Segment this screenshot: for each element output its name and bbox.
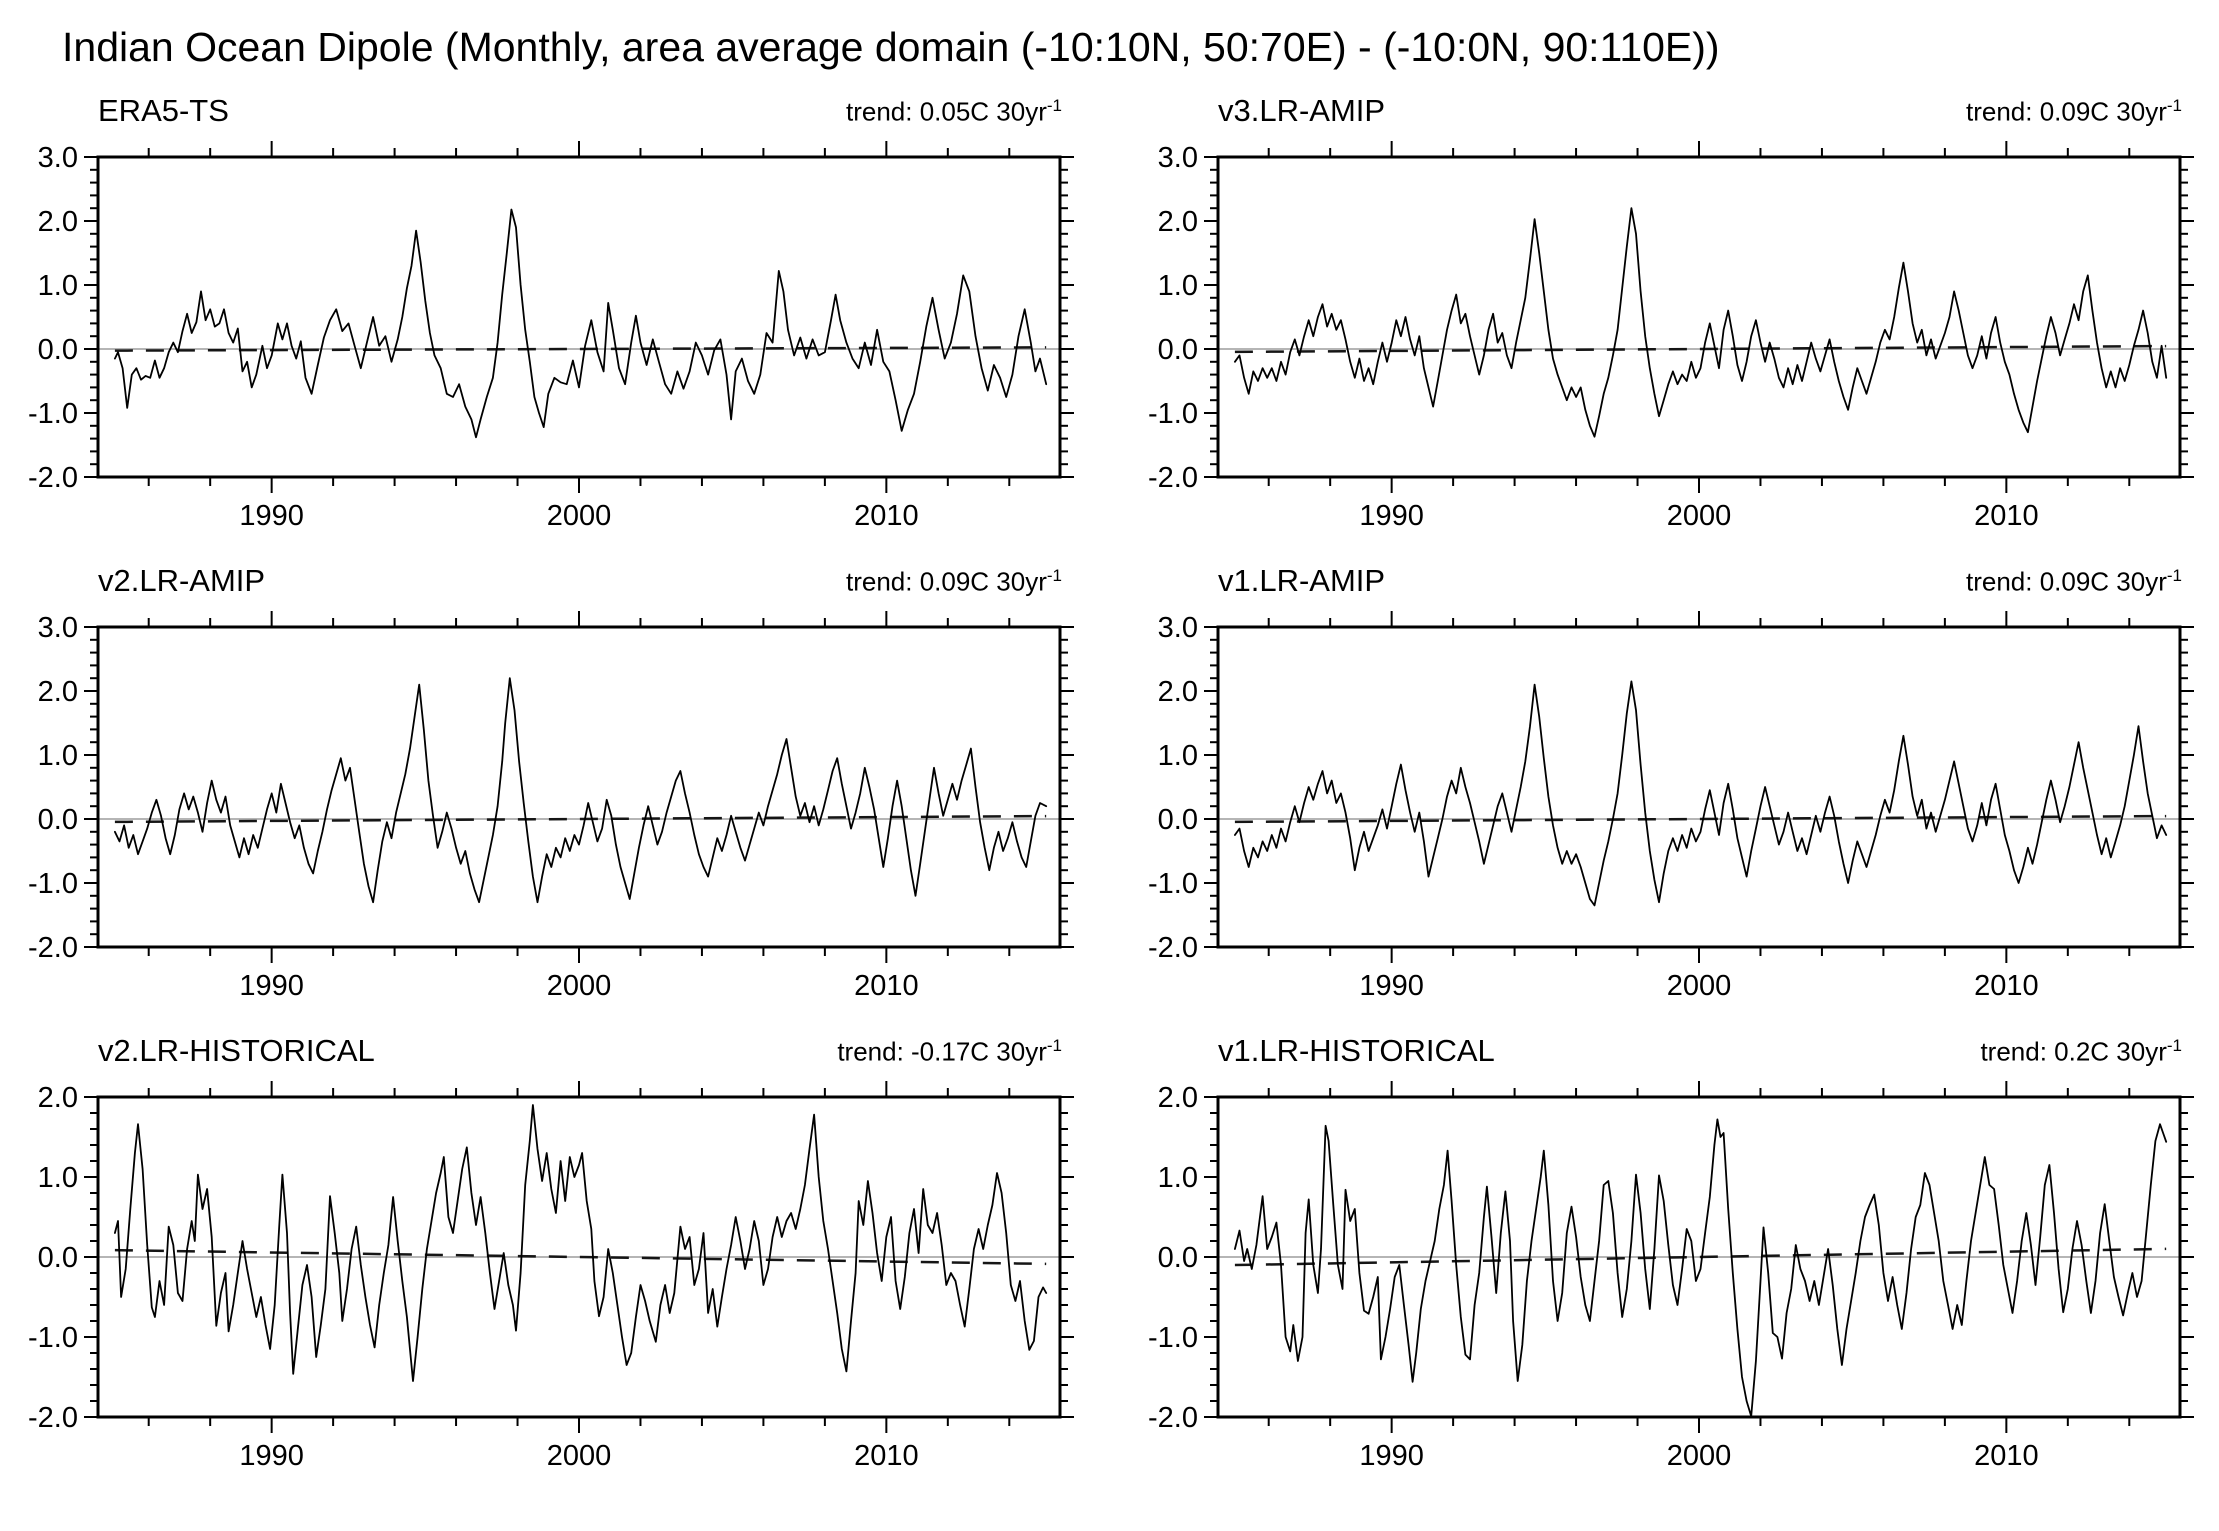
panel-header: v2.LR-AMIP trend: 0.09C 30yr-1	[18, 563, 1080, 607]
trend-text: trend: 0.05C 30yr	[845, 97, 1047, 127]
svg-text:1990: 1990	[239, 970, 304, 999]
svg-text:0.0: 0.0	[38, 334, 78, 366]
plot-area: 1990 2000 2010 2.0 1.0 0.0 -1.0 -2.0	[1148, 1081, 2194, 1469]
trend-label: trend: 0.09C 30yr-1	[846, 566, 1062, 598]
trend-label: trend: 0.05C 30yr-1	[846, 96, 1062, 128]
svg-text:2.0: 2.0	[1158, 1082, 1198, 1114]
svg-text:-1.0: -1.0	[1148, 398, 1198, 430]
svg-text:2.0: 2.0	[38, 676, 78, 708]
svg-text:-1.0: -1.0	[28, 1322, 78, 1354]
trend-exponent: -1	[1046, 96, 1062, 116]
panel-era5-ts: ERA5-TS trend: 0.05C 30yr-1 1990 2000 2010…	[18, 93, 1080, 529]
svg-text:-2.0: -2.0	[1148, 462, 1198, 494]
svg-text:0.0: 0.0	[1158, 1242, 1198, 1274]
panel-v2-lr-historical: v2.LR-HISTORICAL trend: -0.17C 30yr-1 19…	[18, 1033, 1080, 1469]
trend-text: trend: 0.2C 30yr	[1980, 1037, 2167, 1067]
trend-label: trend: -0.17C 30yr-1	[837, 1036, 1062, 1068]
svg-text:1.0: 1.0	[1158, 270, 1198, 302]
svg-text:1.0: 1.0	[38, 1162, 78, 1194]
panel-header: v1.LR-AMIP trend: 0.09C 30yr-1	[1138, 563, 2200, 607]
svg-text:-2.0: -2.0	[28, 1402, 78, 1434]
svg-text:2010: 2010	[854, 500, 919, 529]
panel-title: ERA5-TS	[98, 93, 229, 128]
svg-text:2000: 2000	[547, 970, 612, 999]
svg-text:2010: 2010	[1974, 970, 2039, 999]
svg-text:1990: 1990	[1359, 500, 1424, 529]
plot-area: 1990 2000 2010 3.0 2.0 1.0 0.0 -1.0 -2.0	[28, 611, 1074, 999]
trend-exponent: -1	[2166, 96, 2182, 116]
svg-text:2000: 2000	[1667, 500, 1732, 529]
trend-text: trend: 0.09C 30yr	[845, 567, 1047, 597]
trend-exponent: -1	[2166, 566, 2182, 586]
panel-v2-lr-amip: v2.LR-AMIP trend: 0.09C 30yr-1 1990 2000 2…	[18, 563, 1080, 999]
panel-title: v1.LR-AMIP	[1218, 563, 1386, 598]
trend-label: trend: 0.09C 30yr-1	[1966, 96, 2182, 128]
trend-exponent: -1	[1046, 1036, 1062, 1056]
panel-v1-lr-amip: v1.LR-AMIP trend: 0.09C 30yr-1 1990 2000 2…	[1138, 563, 2200, 999]
svg-text:3.0: 3.0	[1158, 612, 1198, 644]
svg-text:3.0: 3.0	[1158, 142, 1198, 174]
figure-title: Indian Ocean Dipole (Monthly, area avera…	[62, 24, 1720, 70]
svg-text:1.0: 1.0	[38, 270, 78, 302]
svg-text:2.0: 2.0	[38, 206, 78, 238]
trend-label: trend: 0.09C 30yr-1	[1966, 566, 2182, 598]
svg-text:0.0: 0.0	[38, 1242, 78, 1274]
figure: Indian Ocean Dipole (Monthly, area avera…	[18, 24, 2219, 1469]
panel-header: v3.LR-AMIP trend: 0.09C 30yr-1	[1138, 93, 2200, 137]
svg-text:2010: 2010	[1974, 500, 2039, 529]
svg-text:0.0: 0.0	[1158, 334, 1198, 366]
trend-text: trend: 0.09C 30yr	[1965, 97, 2167, 127]
svg-text:1.0: 1.0	[1158, 740, 1198, 772]
panel-grid: ERA5-TS trend: 0.05C 30yr-1 1990 2000 2010…	[18, 93, 2219, 1469]
panel-title: v2.LR-AMIP	[98, 563, 266, 598]
panel-title: v1.LR-HISTORICAL	[1218, 1033, 1495, 1068]
svg-text:0.0: 0.0	[1158, 804, 1198, 836]
svg-text:-1.0: -1.0	[1148, 1322, 1198, 1354]
trend-label: trend: 0.2C 30yr-1	[1980, 1036, 2182, 1068]
svg-text:-1.0: -1.0	[28, 868, 78, 900]
svg-text:3.0: 3.0	[38, 142, 78, 174]
panel-v3-lr-amip: v3.LR-AMIP trend: 0.09C 30yr-1 1990 2000 2…	[1138, 93, 2200, 529]
plot-area: 1990 2000 2010 2.0 1.0 0.0 -1.0 -2.0	[28, 1081, 1074, 1469]
plot-area: 1990 2000 2010 3.0 2.0 1.0 0.0 -1.0 -2.0	[1148, 141, 2194, 529]
svg-text:1990: 1990	[239, 1440, 304, 1469]
trend-text: trend: -0.17C 30yr	[837, 1037, 1047, 1067]
panel-header: ERA5-TS trend: 0.05C 30yr-1	[18, 93, 1080, 137]
panel-header: v2.LR-HISTORICAL trend: -0.17C 30yr-1	[18, 1033, 1080, 1077]
svg-text:-2.0: -2.0	[1148, 1402, 1198, 1434]
svg-text:2.0: 2.0	[38, 1082, 78, 1114]
svg-text:-2.0: -2.0	[28, 932, 78, 964]
svg-text:2.0: 2.0	[1158, 206, 1198, 238]
panel-v1-lr-historical: v1.LR-HISTORICAL trend: 0.2C 30yr-1 1990…	[1138, 1033, 2200, 1469]
svg-text:3.0: 3.0	[38, 612, 78, 644]
svg-text:1990: 1990	[1359, 970, 1424, 999]
trend-text: trend: 0.09C 30yr	[1965, 567, 2167, 597]
plot-area: 1990 2000 2010 3.0 2.0 1.0 0.0 -1.0 -2.0	[1148, 611, 2194, 999]
plot-area: 1990 2000 2010 3.0 2.0 1.0 0.0 -1.0 -2.0	[28, 141, 1074, 529]
panel-title: v3.LR-AMIP	[1218, 93, 1386, 128]
svg-text:2010: 2010	[1974, 1440, 2039, 1469]
svg-text:1.0: 1.0	[1158, 1162, 1198, 1194]
trend-exponent: -1	[2166, 1036, 2182, 1056]
svg-text:2.0: 2.0	[1158, 676, 1198, 708]
svg-text:1990: 1990	[1359, 1440, 1424, 1469]
svg-text:1.0: 1.0	[38, 740, 78, 772]
svg-text:-2.0: -2.0	[1148, 932, 1198, 964]
svg-text:1990: 1990	[239, 500, 304, 529]
svg-text:2000: 2000	[547, 500, 612, 529]
svg-text:-1.0: -1.0	[1148, 868, 1198, 900]
svg-text:-2.0: -2.0	[28, 462, 78, 494]
svg-text:2000: 2000	[1667, 970, 1732, 999]
panel-header: v1.LR-HISTORICAL trend: 0.2C 30yr-1	[1138, 1033, 2200, 1077]
svg-text:-1.0: -1.0	[28, 398, 78, 430]
svg-text:2010: 2010	[854, 1440, 919, 1469]
svg-text:0.0: 0.0	[38, 804, 78, 836]
svg-text:2010: 2010	[854, 970, 919, 999]
panel-title: v2.LR-HISTORICAL	[98, 1033, 375, 1068]
svg-text:2000: 2000	[1667, 1440, 1732, 1469]
svg-text:2000: 2000	[547, 1440, 612, 1469]
trend-exponent: -1	[1046, 566, 1062, 586]
